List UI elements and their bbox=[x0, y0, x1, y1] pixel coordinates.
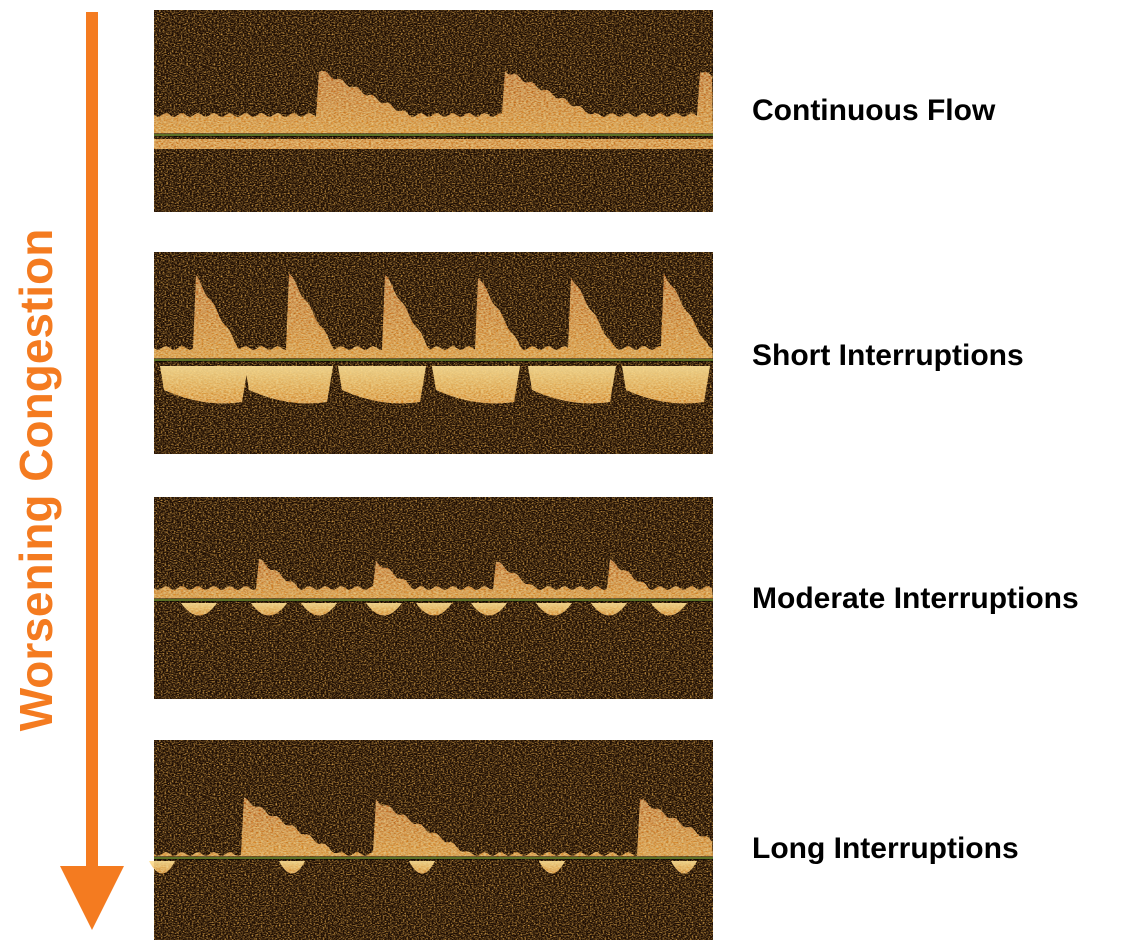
flow-upper bbox=[154, 70, 713, 135]
flow-upper bbox=[154, 273, 713, 360]
arrow-label: Worsening Congestion bbox=[10, 229, 62, 732]
panel-label: Short Interruptions bbox=[752, 339, 1024, 372]
flow-lower bbox=[149, 861, 697, 874]
panels bbox=[149, 10, 713, 940]
flow-lower bbox=[154, 139, 713, 149]
congestion-arrow bbox=[60, 12, 124, 930]
arrow-head bbox=[60, 866, 124, 930]
doppler-panel bbox=[154, 10, 713, 212]
panel-label: Long Interruptions bbox=[752, 832, 1019, 865]
panel-noise bbox=[154, 10, 713, 212]
doppler-panel bbox=[154, 497, 713, 699]
arrow-shaft bbox=[86, 12, 98, 874]
flow-lower bbox=[160, 366, 710, 404]
flow-lower bbox=[181, 603, 687, 616]
panel-label: Continuous Flow bbox=[752, 94, 996, 127]
panel-label: Moderate Interruptions bbox=[752, 582, 1079, 615]
doppler-panel bbox=[154, 252, 713, 454]
flow-upper bbox=[154, 558, 713, 600]
flow-upper bbox=[154, 797, 713, 858]
doppler-panel bbox=[149, 740, 713, 940]
